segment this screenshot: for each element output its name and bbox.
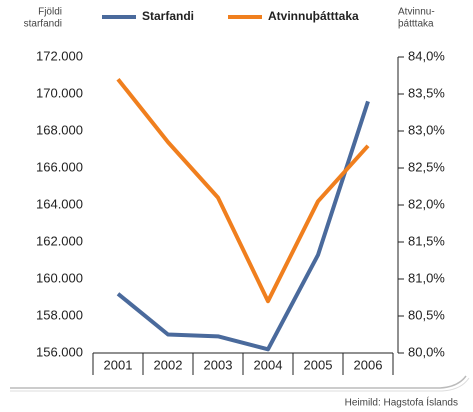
y-tick-label: 166.000	[36, 159, 83, 174]
y2-axis-label: Atvinnu-	[398, 7, 435, 18]
y2-tick-label: 83,0%	[408, 122, 445, 137]
x-tick-label: 2005	[304, 357, 333, 372]
x-tick-label: 2004	[254, 357, 283, 372]
x-tick-label: 2006	[354, 357, 383, 372]
y2-axis-label: þátttaka	[398, 19, 434, 30]
y-tick-label: 162.000	[36, 233, 83, 248]
y-tick-label: 164.000	[36, 196, 83, 211]
line-series	[116, 77, 370, 304]
y2-tick-label: 80,0%	[408, 344, 445, 359]
y2-tick-label: 83,5%	[408, 85, 445, 100]
y-tick-label: 156.000	[36, 344, 83, 359]
y-tick-label: 160.000	[36, 270, 83, 285]
decor-curve	[10, 377, 470, 392]
y-axis-label: Fjöldi	[38, 7, 62, 18]
x-tick-label: 2002	[154, 357, 183, 372]
decor-curve	[10, 375, 467, 389]
x-tick-label: 2003	[204, 357, 233, 372]
source: Heimild: Hagstofa Íslands	[345, 396, 458, 409]
y-tick-label: 170.000	[36, 85, 83, 100]
y2-tick-label: 81,0%	[408, 270, 445, 285]
y-tick-label: 172.000	[36, 48, 83, 63]
y2-tick-label: 82,5%	[408, 159, 445, 174]
x-tick-label: 2001	[104, 357, 133, 372]
line-series	[116, 100, 370, 352]
y2-tick-label: 80,5%	[408, 307, 445, 322]
y2-tick-label: 84,0%	[408, 48, 445, 63]
y2-tick-label: 82,0%	[408, 196, 445, 211]
legend-label: Starfandi	[142, 9, 194, 23]
y-tick-label: 168.000	[36, 122, 83, 137]
y-axis-label: starfandi	[24, 19, 62, 30]
y-tick-label: 158.000	[36, 307, 83, 322]
legend-label: Atvinnuþátttaka	[268, 9, 359, 23]
y2-tick-label: 81,5%	[408, 233, 445, 248]
